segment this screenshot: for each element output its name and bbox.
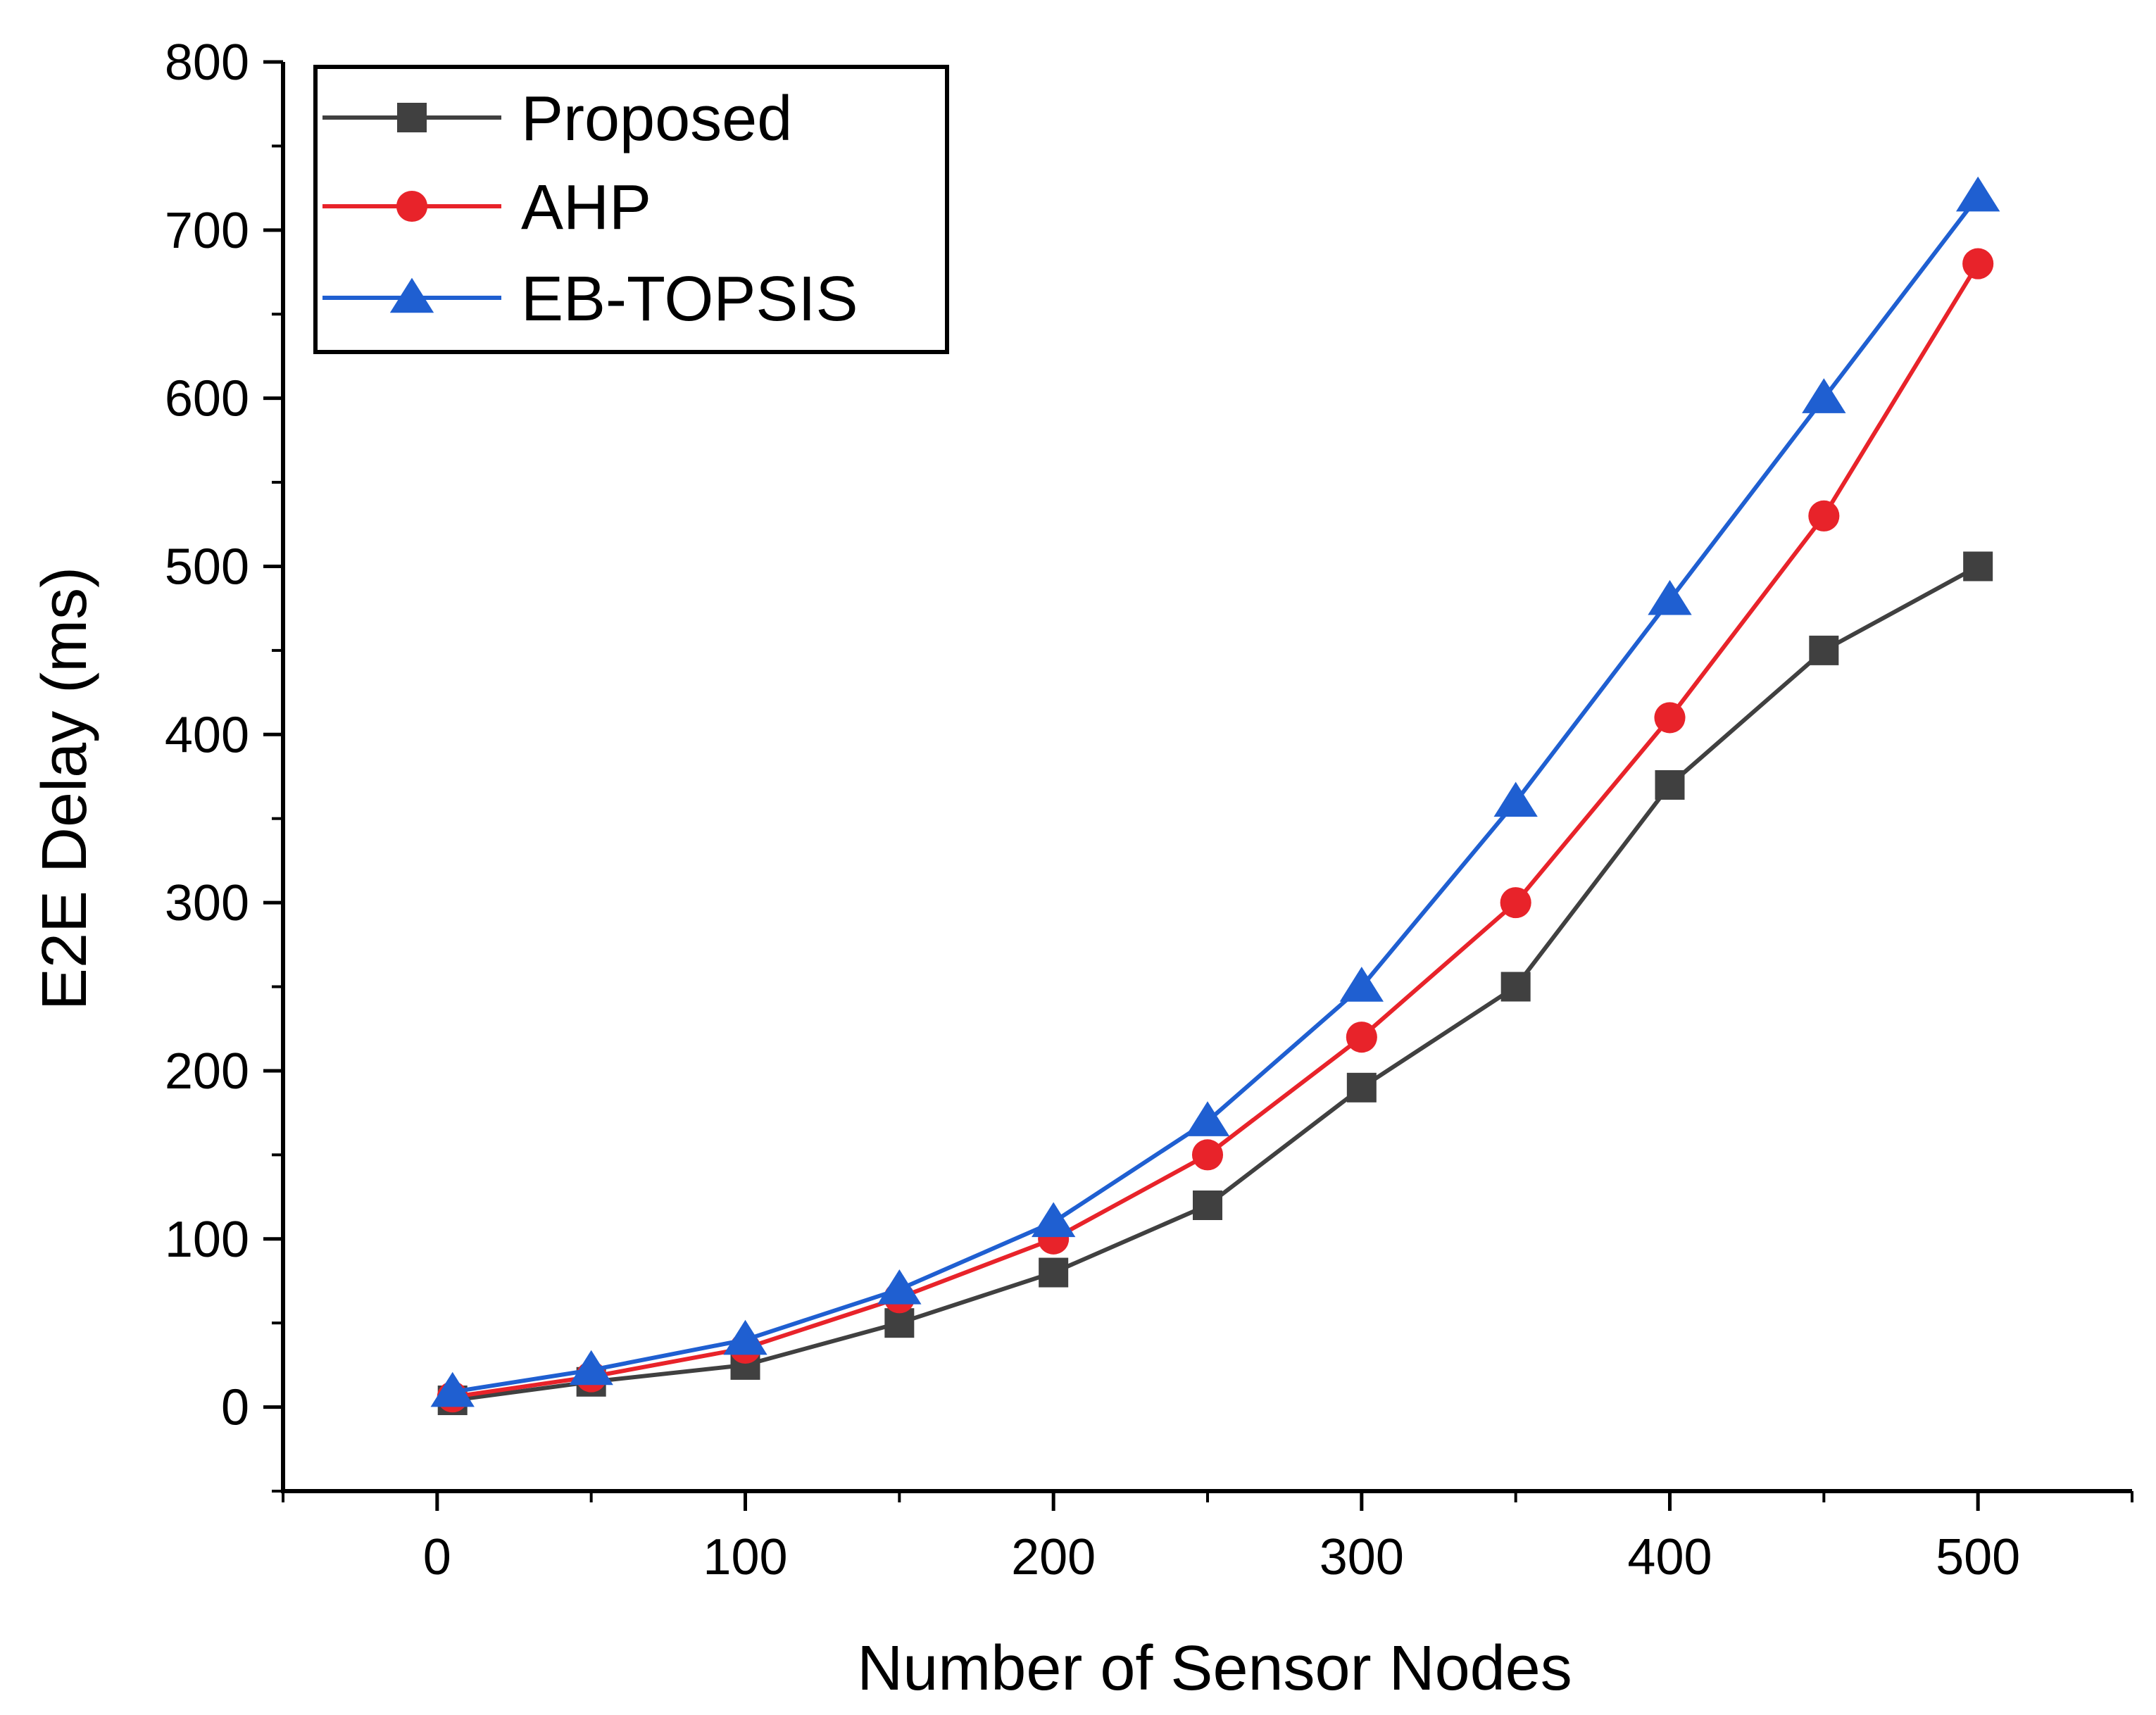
data-point-proposed [1500,972,1531,1002]
series-ahp [437,248,1994,1413]
x-axis-ticks: 0 100 200 300 400 500 [282,1491,2133,1585]
legend-marker [389,277,434,313]
data-point-ahp [1962,248,1994,279]
legend-entries: Proposed AHP EB-TOPSIS [322,84,858,334]
data-point-ahp [1346,1022,1377,1053]
data-point-ahp [1808,500,1840,532]
y-tick-label: 800 [165,34,249,91]
data-point-proposed [1039,1257,1069,1288]
legend-marker [396,190,428,222]
legend-item-eb-topsis: EB-TOPSIS [322,264,858,334]
data-point-eb-topsis [1031,1202,1076,1238]
y-axis-title: E2E Delay (ms) [30,567,100,1010]
y-tick-label: 0 [221,1380,249,1436]
data-point-eb-topsis [1339,967,1384,1002]
legend: Proposed AHP EB-TOPSIS [313,65,949,354]
y-tick-label: 100 [165,1212,249,1268]
y-tick-label: 500 [165,539,249,595]
legend-label: EB-TOPSIS [521,264,858,334]
y-tick-label: 600 [165,371,249,427]
data-point-proposed [1809,635,1839,665]
data-point-proposed [1193,1191,1222,1220]
legend-item-ahp: AHP [322,172,651,243]
legend-label: AHP [521,172,651,243]
data-point-eb-topsis [1493,781,1538,817]
y-tick-label: 200 [165,1043,249,1100]
series-eb-topsis [430,176,2000,1407]
data-point-eb-topsis [1648,579,1692,615]
y-tick-label: 700 [165,203,249,259]
series-proposed [437,551,1993,1416]
x-tick-label: 200 [1011,1529,1096,1585]
plot-area: 0 100 200 300 400 500 600 700 800 0 100 200 300 400 5… [165,34,2133,1585]
y-tick-label: 300 [165,875,249,931]
data-point-eb-topsis [430,1371,475,1407]
legend-item-proposed: Proposed [322,84,792,154]
series-line-proposed [452,564,1979,1403]
data-point-ahp [1191,1139,1224,1171]
x-tick-label: 300 [1320,1529,1404,1585]
x-tick-label: 500 [1936,1529,2020,1585]
data-point-proposed [1963,551,1993,582]
data-point-eb-topsis [1955,176,2000,212]
x-tick-label: 400 [1627,1529,1712,1585]
series-line-ahp [452,263,1980,1400]
x-tick-label: 0 [423,1529,451,1585]
data-point-eb-topsis [723,1319,767,1355]
x-axis-title: Number of Sensor Nodes [857,1633,1572,1704]
data-point-ahp [1500,887,1531,919]
data-point-proposed [1655,769,1685,800]
x-tick-label: 100 [703,1529,787,1585]
y-tick-label: 400 [165,707,249,763]
data-point-eb-topsis [1185,1101,1230,1136]
legend-marker [397,103,427,132]
legend-label: Proposed [521,84,792,154]
data-point-eb-topsis [569,1350,613,1386]
data-point-proposed [1346,1072,1377,1102]
data-point-eb-topsis [877,1269,922,1305]
y-axis-ticks: 0 100 200 300 400 500 600 700 800 [165,34,283,1493]
data-point-ahp [1654,702,1686,734]
data-point-eb-topsis [1802,378,1846,413]
series-layer [430,176,2000,1416]
